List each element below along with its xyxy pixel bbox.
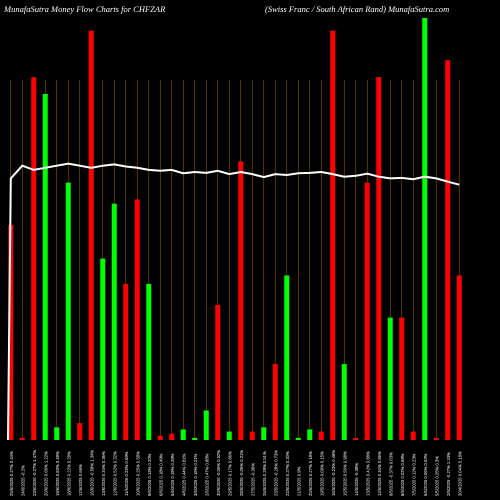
bar bbox=[330, 30, 336, 440]
bar bbox=[249, 431, 255, 440]
x-tick-label: 20/5/2025 0.27% 0.18% bbox=[308, 451, 313, 496]
bar bbox=[410, 431, 416, 440]
bar bbox=[272, 364, 278, 440]
x-tick-label: 6/5/2025 0.06% 0.62% bbox=[423, 453, 428, 496]
x-tick-label: 14/5/2025 -0.38% bbox=[354, 463, 359, 496]
bar bbox=[284, 275, 290, 440]
x-tick-label: 2/6/2025 0.47% 0.88% bbox=[204, 453, 209, 496]
x-tick-label: 15/5/2025 0.56% 0.98% bbox=[342, 451, 347, 496]
x-tick-label: 19/6/2025 0.83% 0.48% bbox=[55, 451, 60, 496]
bar bbox=[31, 77, 37, 440]
bar bbox=[169, 433, 175, 440]
bar bbox=[295, 437, 301, 440]
x-tick-label: 5/5/2025 0.25% 0.3% bbox=[434, 456, 439, 496]
bar bbox=[387, 317, 393, 440]
bar bbox=[215, 304, 221, 440]
bar bbox=[100, 258, 106, 440]
bar bbox=[111, 203, 117, 440]
x-tick-label: 3/6/2025 0.15% 0.21% bbox=[193, 453, 198, 496]
bar bbox=[318, 431, 324, 440]
x-tick-label: 13/5/2025 0.42% 0.88% bbox=[365, 451, 370, 496]
x-tick-label: 10/6/2025 0.25% 0.58% bbox=[135, 451, 140, 496]
x-tick-label: 12/5/2025 0.34% 0.86% bbox=[377, 451, 382, 496]
x-tick-label: 19/5/2025 0.09% 0.15% bbox=[319, 451, 324, 496]
x-tick-label: 4/6/2025 0.44% 0.81% bbox=[181, 453, 186, 496]
bar bbox=[77, 423, 83, 440]
x-tick-label: 16/6/2025 -0.58% 1.34% bbox=[89, 450, 94, 496]
bar bbox=[8, 224, 14, 440]
bar-series bbox=[8, 18, 462, 441]
bar bbox=[261, 427, 267, 440]
x-tick-label: 13/6/2025 0.34% 0.36% bbox=[101, 451, 106, 496]
x-tick-label: 9/5/2025 -0.37% 0.63% bbox=[388, 452, 393, 496]
bar bbox=[134, 199, 140, 440]
bar bbox=[192, 437, 198, 440]
bar bbox=[364, 182, 370, 440]
bar bbox=[341, 364, 347, 440]
bar bbox=[433, 437, 439, 440]
bar bbox=[54, 427, 60, 440]
x-tick-label: 9/6/2025 0.13% 0.20% bbox=[147, 453, 152, 496]
x-tick-label: 16/5/2025 -0.23% 0.48% bbox=[331, 450, 336, 496]
money-flow-line bbox=[7, 162, 460, 441]
x-tick-label: 30/5/2025 -0.05% 0.52% bbox=[216, 450, 221, 496]
x-tick-label: 18/6/2025 0.22% 0.29% bbox=[66, 451, 71, 496]
bar bbox=[238, 161, 244, 441]
bar bbox=[180, 429, 186, 440]
bar bbox=[203, 410, 209, 440]
x-tick-label: 26/5/2025 0.28% 0.51% bbox=[262, 451, 267, 496]
bar bbox=[399, 317, 405, 440]
bar bbox=[226, 431, 232, 440]
x-tick-label: 25/6/2025 0.27% 0.44% bbox=[9, 451, 14, 496]
bar bbox=[65, 182, 71, 440]
bar bbox=[307, 429, 313, 440]
bar bbox=[157, 435, 163, 440]
bar bbox=[422, 18, 428, 440]
x-tick-label: 22/5/2025 0.27% 0.20% bbox=[285, 451, 290, 496]
x-tick-label: 6/6/2025 0.18% 0.49% bbox=[158, 453, 163, 496]
x-tick-label: 12/6/2025 0.52% 0.32% bbox=[112, 451, 117, 496]
x-tick-label: 5/6/2025 0.19% 0.28% bbox=[170, 453, 175, 496]
x-tick-label: 23/5/2025 -0.28% 0.73% bbox=[273, 450, 278, 496]
x-tick-label: 21/5/2025 0.9% bbox=[296, 466, 301, 496]
bar bbox=[445, 60, 451, 440]
chart-title: MunafaSutra Money Flow Charts for CHFZAR bbox=[4, 4, 166, 14]
x-tick-labels: 25/6/2025 0.27% 0.44% 24/6/2025 -0.2% 23/6… bbox=[9, 450, 463, 496]
bar bbox=[456, 275, 462, 440]
x-tick-label: 27/5/2025 -0.39% bbox=[250, 463, 255, 496]
chart-subtitle: (Swiss Franc / South African Rand) Munaf… bbox=[265, 4, 450, 14]
x-tick-label: 29/5/2025 0.17% 0.86% bbox=[227, 451, 232, 496]
x-tick-label: 11/6/2025 0.23% 0.69% bbox=[124, 451, 129, 496]
bar bbox=[42, 93, 48, 441]
bar bbox=[146, 283, 152, 440]
x-tick-label: 7/5/2025 0.12% 0.23% bbox=[411, 453, 416, 496]
bar bbox=[353, 437, 359, 440]
x-tick-label: 8/5/2025 0.02% 0.68% bbox=[400, 453, 405, 496]
x-tick-label: 20/6/2025 0.66% 1.22% bbox=[43, 451, 48, 496]
x-tick-label: 30/4/2025 0.04% 0.18% bbox=[457, 451, 462, 496]
bar bbox=[376, 77, 382, 440]
x-tick-label: 24/6/2025 -0.2% bbox=[20, 465, 25, 496]
bar bbox=[88, 30, 94, 440]
bar bbox=[123, 283, 129, 440]
x-tick-label: 23/6/2025 -0.27% 1.47% bbox=[32, 450, 37, 496]
x-tick-label: 2/5/2025 -0.27% 1.33% bbox=[446, 452, 451, 496]
x-tick-label: 17/6/2025 0.66% bbox=[78, 464, 83, 496]
x-tick-label: 28/5/2025 -0.06% 0.21% bbox=[239, 450, 244, 496]
bar bbox=[19, 437, 25, 440]
